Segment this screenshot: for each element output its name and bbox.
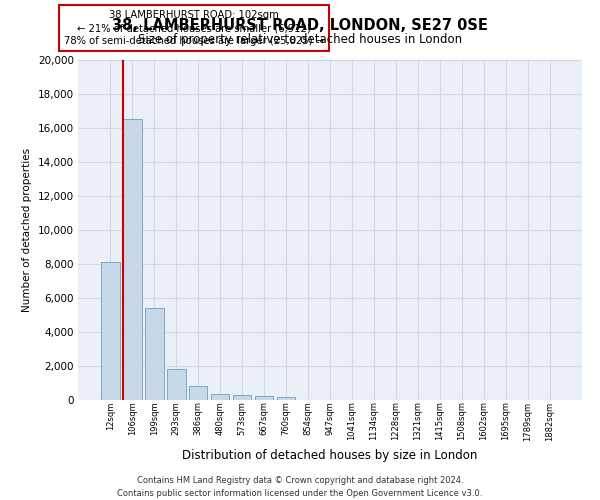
Bar [145,308,164,400]
Bar [211,394,229,400]
Bar [101,262,119,400]
Bar [189,386,208,400]
Bar [233,395,251,400]
Bar [277,396,295,400]
Y-axis label: Number of detached properties: Number of detached properties [22,148,32,312]
X-axis label: Distribution of detached houses by size in London: Distribution of detached houses by size … [182,449,478,462]
Text: Size of property relative to detached houses in London: Size of property relative to detached ho… [138,32,462,46]
Text: 38, LAMBERHURST ROAD, LONDON, SE27 0SE: 38, LAMBERHURST ROAD, LONDON, SE27 0SE [112,18,488,32]
Bar [167,368,185,400]
Bar [123,120,142,400]
Bar [255,396,274,400]
Text: 38 LAMBERHURST ROAD: 102sqm
← 21% of detached houses are smaller (6,912)
78% of : 38 LAMBERHURST ROAD: 102sqm ← 21% of det… [64,10,324,46]
Text: Contains HM Land Registry data © Crown copyright and database right 2024.
Contai: Contains HM Land Registry data © Crown c… [118,476,482,498]
